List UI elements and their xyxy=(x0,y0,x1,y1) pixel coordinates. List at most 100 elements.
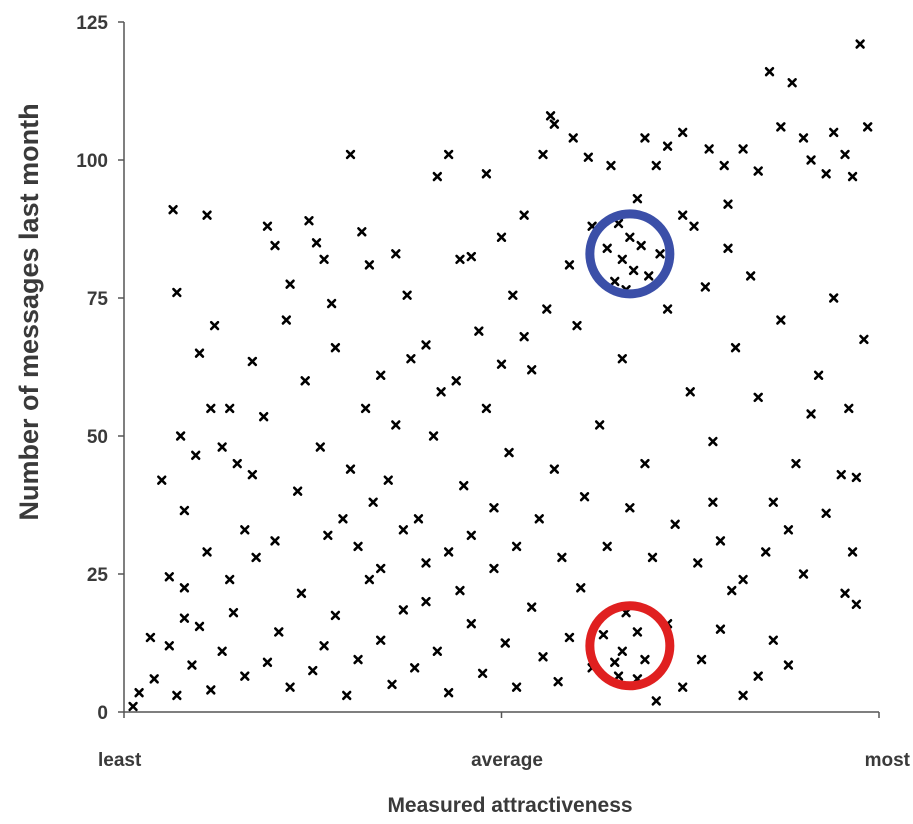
y-tick-label: 100 xyxy=(76,151,108,172)
data-point xyxy=(689,221,699,231)
data-point xyxy=(376,563,386,574)
data-point xyxy=(353,654,363,665)
data-point xyxy=(149,674,159,684)
data-point xyxy=(693,558,703,568)
data-point xyxy=(421,558,431,568)
highlight-circle-red xyxy=(585,601,675,691)
data-point xyxy=(798,133,809,143)
data-point xyxy=(443,687,454,698)
data-point xyxy=(308,665,318,676)
data-point xyxy=(296,588,307,599)
data-point xyxy=(128,701,138,712)
data-point xyxy=(326,298,337,309)
y-tick-label: 25 xyxy=(87,565,109,586)
data-point xyxy=(851,599,862,610)
data-point xyxy=(806,155,816,165)
data-point xyxy=(175,431,186,441)
data-point xyxy=(383,475,393,485)
data-point xyxy=(240,671,250,681)
data-point xyxy=(579,492,590,502)
data-point xyxy=(496,359,507,369)
data-point xyxy=(217,646,227,656)
data-point xyxy=(519,210,529,220)
data-point xyxy=(847,171,858,182)
data-point xyxy=(617,254,627,265)
data-point xyxy=(281,315,292,325)
data-point xyxy=(670,519,680,530)
data-point xyxy=(168,204,178,215)
data-point xyxy=(319,254,329,265)
y-tick-marks xyxy=(118,21,124,713)
data-point xyxy=(364,260,375,270)
data-point xyxy=(262,221,273,231)
data-point xyxy=(459,480,469,491)
data-point xyxy=(821,508,831,518)
data-point xyxy=(511,682,522,692)
data-point xyxy=(678,210,688,220)
data-point xyxy=(715,624,726,634)
data-point xyxy=(319,641,329,651)
data-point xyxy=(576,583,586,593)
y-tick-label: 50 xyxy=(87,427,108,448)
data-point xyxy=(172,287,182,298)
data-point xyxy=(179,505,190,516)
data-point xyxy=(708,436,718,447)
data-point xyxy=(274,627,284,637)
data-point xyxy=(542,304,552,314)
data-point xyxy=(598,630,609,640)
data-point xyxy=(723,199,733,209)
data-point xyxy=(617,646,627,656)
data-point xyxy=(443,149,454,160)
data-point xyxy=(342,690,352,701)
data-point xyxy=(209,320,220,331)
data-point xyxy=(413,514,424,524)
data-point xyxy=(847,547,858,557)
data-point xyxy=(640,458,650,469)
data-point xyxy=(466,251,476,262)
data-point xyxy=(474,326,484,336)
data-point xyxy=(202,547,212,557)
data-point xyxy=(776,122,786,132)
data-point xyxy=(723,243,733,254)
data-point xyxy=(783,525,794,535)
data-point xyxy=(610,657,620,668)
data-point xyxy=(806,409,816,419)
data-point xyxy=(640,133,650,143)
data-point xyxy=(625,232,635,242)
y-tick-label: 75 xyxy=(87,289,109,310)
data-point xyxy=(768,635,778,645)
data-point xyxy=(662,141,673,151)
data-point xyxy=(727,585,737,596)
data-point xyxy=(602,541,612,552)
data-point xyxy=(489,503,499,513)
data-point xyxy=(511,541,522,552)
data-point xyxy=(704,144,714,154)
data-point xyxy=(262,657,273,668)
data-point xyxy=(632,627,643,637)
data-point xyxy=(194,348,205,358)
data-point xyxy=(821,169,831,179)
data-point xyxy=(651,696,661,706)
data-point xyxy=(572,320,582,331)
data-point xyxy=(836,469,846,480)
data-point xyxy=(662,304,673,314)
data-point xyxy=(564,632,575,643)
y-axis-title: Number of messages last month xyxy=(14,103,44,520)
data-point xyxy=(613,218,624,229)
data-point xyxy=(225,574,235,585)
data-point xyxy=(311,238,322,248)
data-point xyxy=(368,497,378,507)
data-point xyxy=(172,690,182,701)
data-point xyxy=(844,403,854,414)
data-point xyxy=(300,376,310,386)
data-point xyxy=(685,387,695,397)
data-point xyxy=(270,240,280,251)
data-point xyxy=(428,431,439,441)
y-tick-label: 125 xyxy=(76,13,108,34)
data-point xyxy=(602,243,612,254)
data-point xyxy=(409,663,420,673)
data-point xyxy=(644,271,654,281)
data-point xyxy=(364,574,375,585)
data-point xyxy=(145,632,156,643)
data-point xyxy=(179,583,190,593)
